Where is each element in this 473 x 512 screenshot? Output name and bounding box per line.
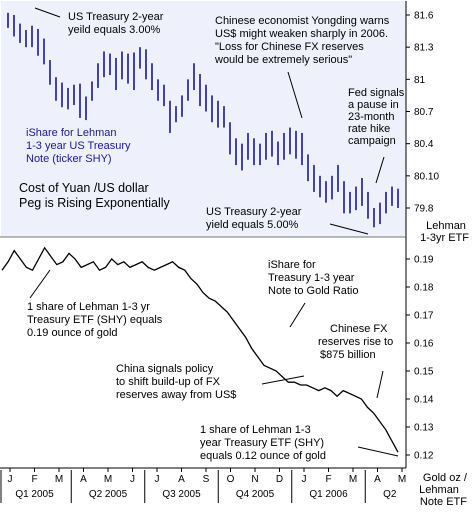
month-label: D <box>276 474 283 485</box>
quarter-label: Q1 2006 <box>309 489 348 500</box>
top-y-axis-label: Lehman 1-3yr ETF <box>420 220 469 244</box>
x-axis: J F M A M J J A S O N D J F M A MQ1 2005 Q2 2005 Q3 2005 Q4… <box>0 468 406 503</box>
month-label: N <box>251 474 258 485</box>
annotation-treasury-3pct: US Treasury 2-year yeild equals 3.00% <box>68 11 166 36</box>
quarter-label: Q2 <box>383 489 397 500</box>
bottom-y-tick-label: 0.13 <box>414 423 434 434</box>
quarter-label: Q1 2005 <box>15 489 54 500</box>
bottom-y-tick-label: 0.14 <box>414 395 434 406</box>
bottom-annotation-arrows <box>29 269 399 457</box>
annotation-yongding: Chinese economist Yongding warns US$ mig… <box>214 15 392 66</box>
month-label: M <box>398 474 406 485</box>
month-label: S <box>203 474 210 485</box>
month-label: M <box>349 474 357 485</box>
top-y-tick-label: 80.7 <box>414 107 434 118</box>
month-label: J <box>302 474 307 485</box>
top-y-tick-label: 79.8 <box>414 204 434 215</box>
bottom-y-tick-label: 0.17 <box>414 311 434 322</box>
month-label: O <box>227 474 235 485</box>
shy-price-bars <box>7 12 399 228</box>
annotation-fx-875: Chinese FX reserves rise to $875 billion <box>318 323 396 361</box>
month-label: J <box>8 474 13 485</box>
top-y-ticks: 81.6 81.3 81 80.7 80.4 80.10 79.8 <box>406 11 439 215</box>
top-y-tick-label: 81.3 <box>414 43 434 54</box>
month-label: A <box>374 474 381 485</box>
annotation-ishare-shy: iShare for Lehman 1-3 year US Treasury N… <box>26 127 134 165</box>
month-label: J <box>130 474 135 485</box>
bottom-y-tick-label: 0.12 <box>414 451 434 462</box>
annotation-019-oz: 1 share of Lehman 1-3 yr Treasury ETF (S… <box>27 301 165 339</box>
month-label: A <box>80 474 87 485</box>
top-panel-background <box>1 1 406 237</box>
top-annotation-arrows <box>34 7 385 235</box>
bottom-y-ticks: 0.19 0.18 0.17 0.16 0.15 0.14 0.13 0.12 <box>406 255 434 462</box>
quarter-label: Q4 2005 <box>236 489 275 500</box>
month-label: F <box>325 474 331 485</box>
bottom-y-tick-label: 0.19 <box>414 255 434 266</box>
top-y-tick-label: 81.6 <box>414 11 434 22</box>
gold-ratio-line <box>1 246 399 453</box>
annotation-012-oz: 1 share of Lehman 1-3 year Treasury ETF … <box>200 424 327 462</box>
bottom-y-tick-label: 0.15 <box>414 367 434 378</box>
month-label: F <box>31 474 37 485</box>
month-label: A <box>178 474 185 485</box>
annotation-china-policy: China signals policy to shift build-up o… <box>116 363 236 401</box>
top-y-tick-label: 80.10 <box>414 171 439 182</box>
annotation-fed-pause: Fed signals a pause in 23-month rate hik… <box>348 87 407 147</box>
bottom-y-axis-label: Gold oz / Lehman Note ETF <box>419 472 470 508</box>
annotation-yuan-peg: Cost of Yuan /US dollar Peg is Rising Ex… <box>19 181 171 210</box>
top-y-tick-label: 81 <box>414 75 426 86</box>
top-y-tick-label: 80.4 <box>414 139 434 150</box>
month-label: M <box>55 474 63 485</box>
bottom-y-tick-label: 0.18 <box>414 283 434 294</box>
month-label: M <box>104 474 112 485</box>
bottom-y-tick-label: 0.16 <box>414 339 434 350</box>
annotation-ishare-gold-ratio: iShare for Treasury 1-3 year Note to Gol… <box>268 259 359 297</box>
month-label: J <box>155 474 160 485</box>
quarter-label: Q3 2005 <box>162 489 201 500</box>
annotation-treasury-5pct: US Treasury 2-year yield equals 5.00% <box>206 206 304 231</box>
quarter-label: Q2 2005 <box>89 489 128 500</box>
